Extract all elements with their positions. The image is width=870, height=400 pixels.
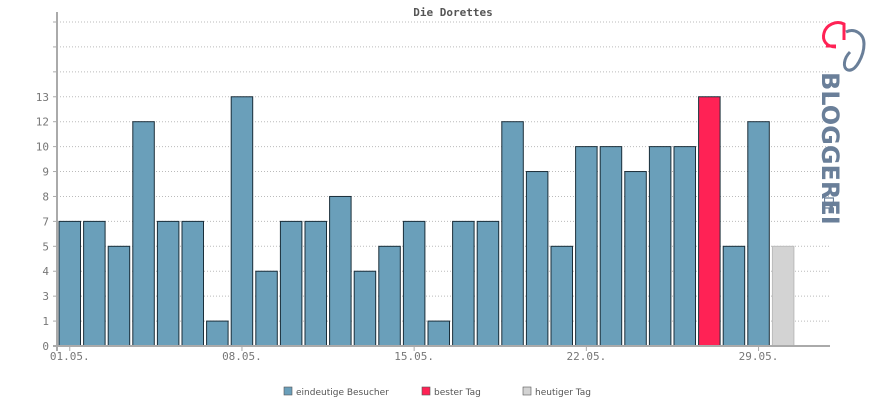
y-tick-label: 0 bbox=[42, 340, 49, 353]
y-tick-label: 3 bbox=[42, 290, 49, 303]
bar bbox=[476, 220, 500, 347]
bar bbox=[353, 270, 377, 347]
x-tick-label: 29.05. bbox=[739, 350, 779, 363]
legend-label: eindeutige Besucher bbox=[296, 388, 389, 398]
bar bbox=[132, 121, 155, 347]
bar bbox=[378, 245, 401, 347]
x-tick-label: 08.05. bbox=[222, 350, 262, 363]
y-tick-label: 5 bbox=[42, 240, 49, 253]
bar bbox=[83, 220, 106, 347]
logo-text: BLOGGEREI bbox=[816, 72, 844, 225]
bar bbox=[304, 220, 327, 347]
legend-swatch bbox=[283, 386, 293, 396]
bar bbox=[206, 320, 229, 347]
legend: eindeutige Besucher bester Tag heutiger Ta… bbox=[283, 386, 591, 398]
axes bbox=[53, 12, 830, 351]
y-tick-label: 13 bbox=[36, 91, 49, 104]
bar bbox=[329, 195, 352, 347]
y-tick-label: 4 bbox=[42, 265, 49, 278]
bar bbox=[402, 220, 426, 347]
y-tick-label: 8 bbox=[42, 190, 49, 203]
bar bbox=[107, 245, 131, 347]
x-tick-label: 22.05. bbox=[566, 350, 606, 363]
legend-swatch bbox=[421, 386, 431, 396]
bar bbox=[452, 220, 475, 347]
bloggerei-logo: BLOGGEREI .DE bbox=[816, 21, 866, 225]
bar bbox=[427, 320, 450, 347]
legend-label: heutiger Tag bbox=[535, 388, 591, 398]
bar bbox=[747, 121, 770, 347]
chart-title: Die Dorettes bbox=[413, 6, 492, 19]
bar bbox=[550, 245, 573, 347]
bar bbox=[255, 270, 278, 347]
bar bbox=[648, 146, 672, 347]
logo-mark-icon bbox=[822, 21, 866, 72]
legend-label: bester Tag bbox=[434, 388, 481, 398]
bar bbox=[156, 220, 180, 347]
bar bbox=[279, 220, 303, 347]
bar bbox=[501, 121, 524, 347]
y-tick-label: 9 bbox=[42, 166, 49, 179]
y-tick-label: 12 bbox=[36, 116, 49, 129]
y-tick-label: 1 bbox=[42, 315, 49, 328]
x-tick-label: 15.05. bbox=[394, 350, 434, 363]
bars bbox=[58, 96, 795, 347]
bar bbox=[58, 220, 81, 347]
bar bbox=[575, 146, 598, 347]
bar bbox=[722, 245, 746, 347]
legend-swatch bbox=[522, 386, 532, 396]
bar bbox=[230, 96, 254, 347]
bar bbox=[599, 146, 623, 347]
bar bbox=[698, 96, 721, 347]
x-tick-label: 01.05. bbox=[50, 350, 90, 363]
y-tick-label: 10 bbox=[36, 141, 49, 154]
bar bbox=[673, 146, 696, 347]
x-tick-labels: 01.05. 08.05. 15.05. 22.05. 29.05. bbox=[50, 346, 779, 363]
logo-suffix: .DE bbox=[820, 192, 835, 214]
y-tick-label: 7 bbox=[42, 215, 49, 228]
bar bbox=[181, 220, 204, 347]
bar bbox=[771, 245, 795, 347]
bar bbox=[624, 171, 647, 347]
bar bbox=[525, 171, 549, 347]
